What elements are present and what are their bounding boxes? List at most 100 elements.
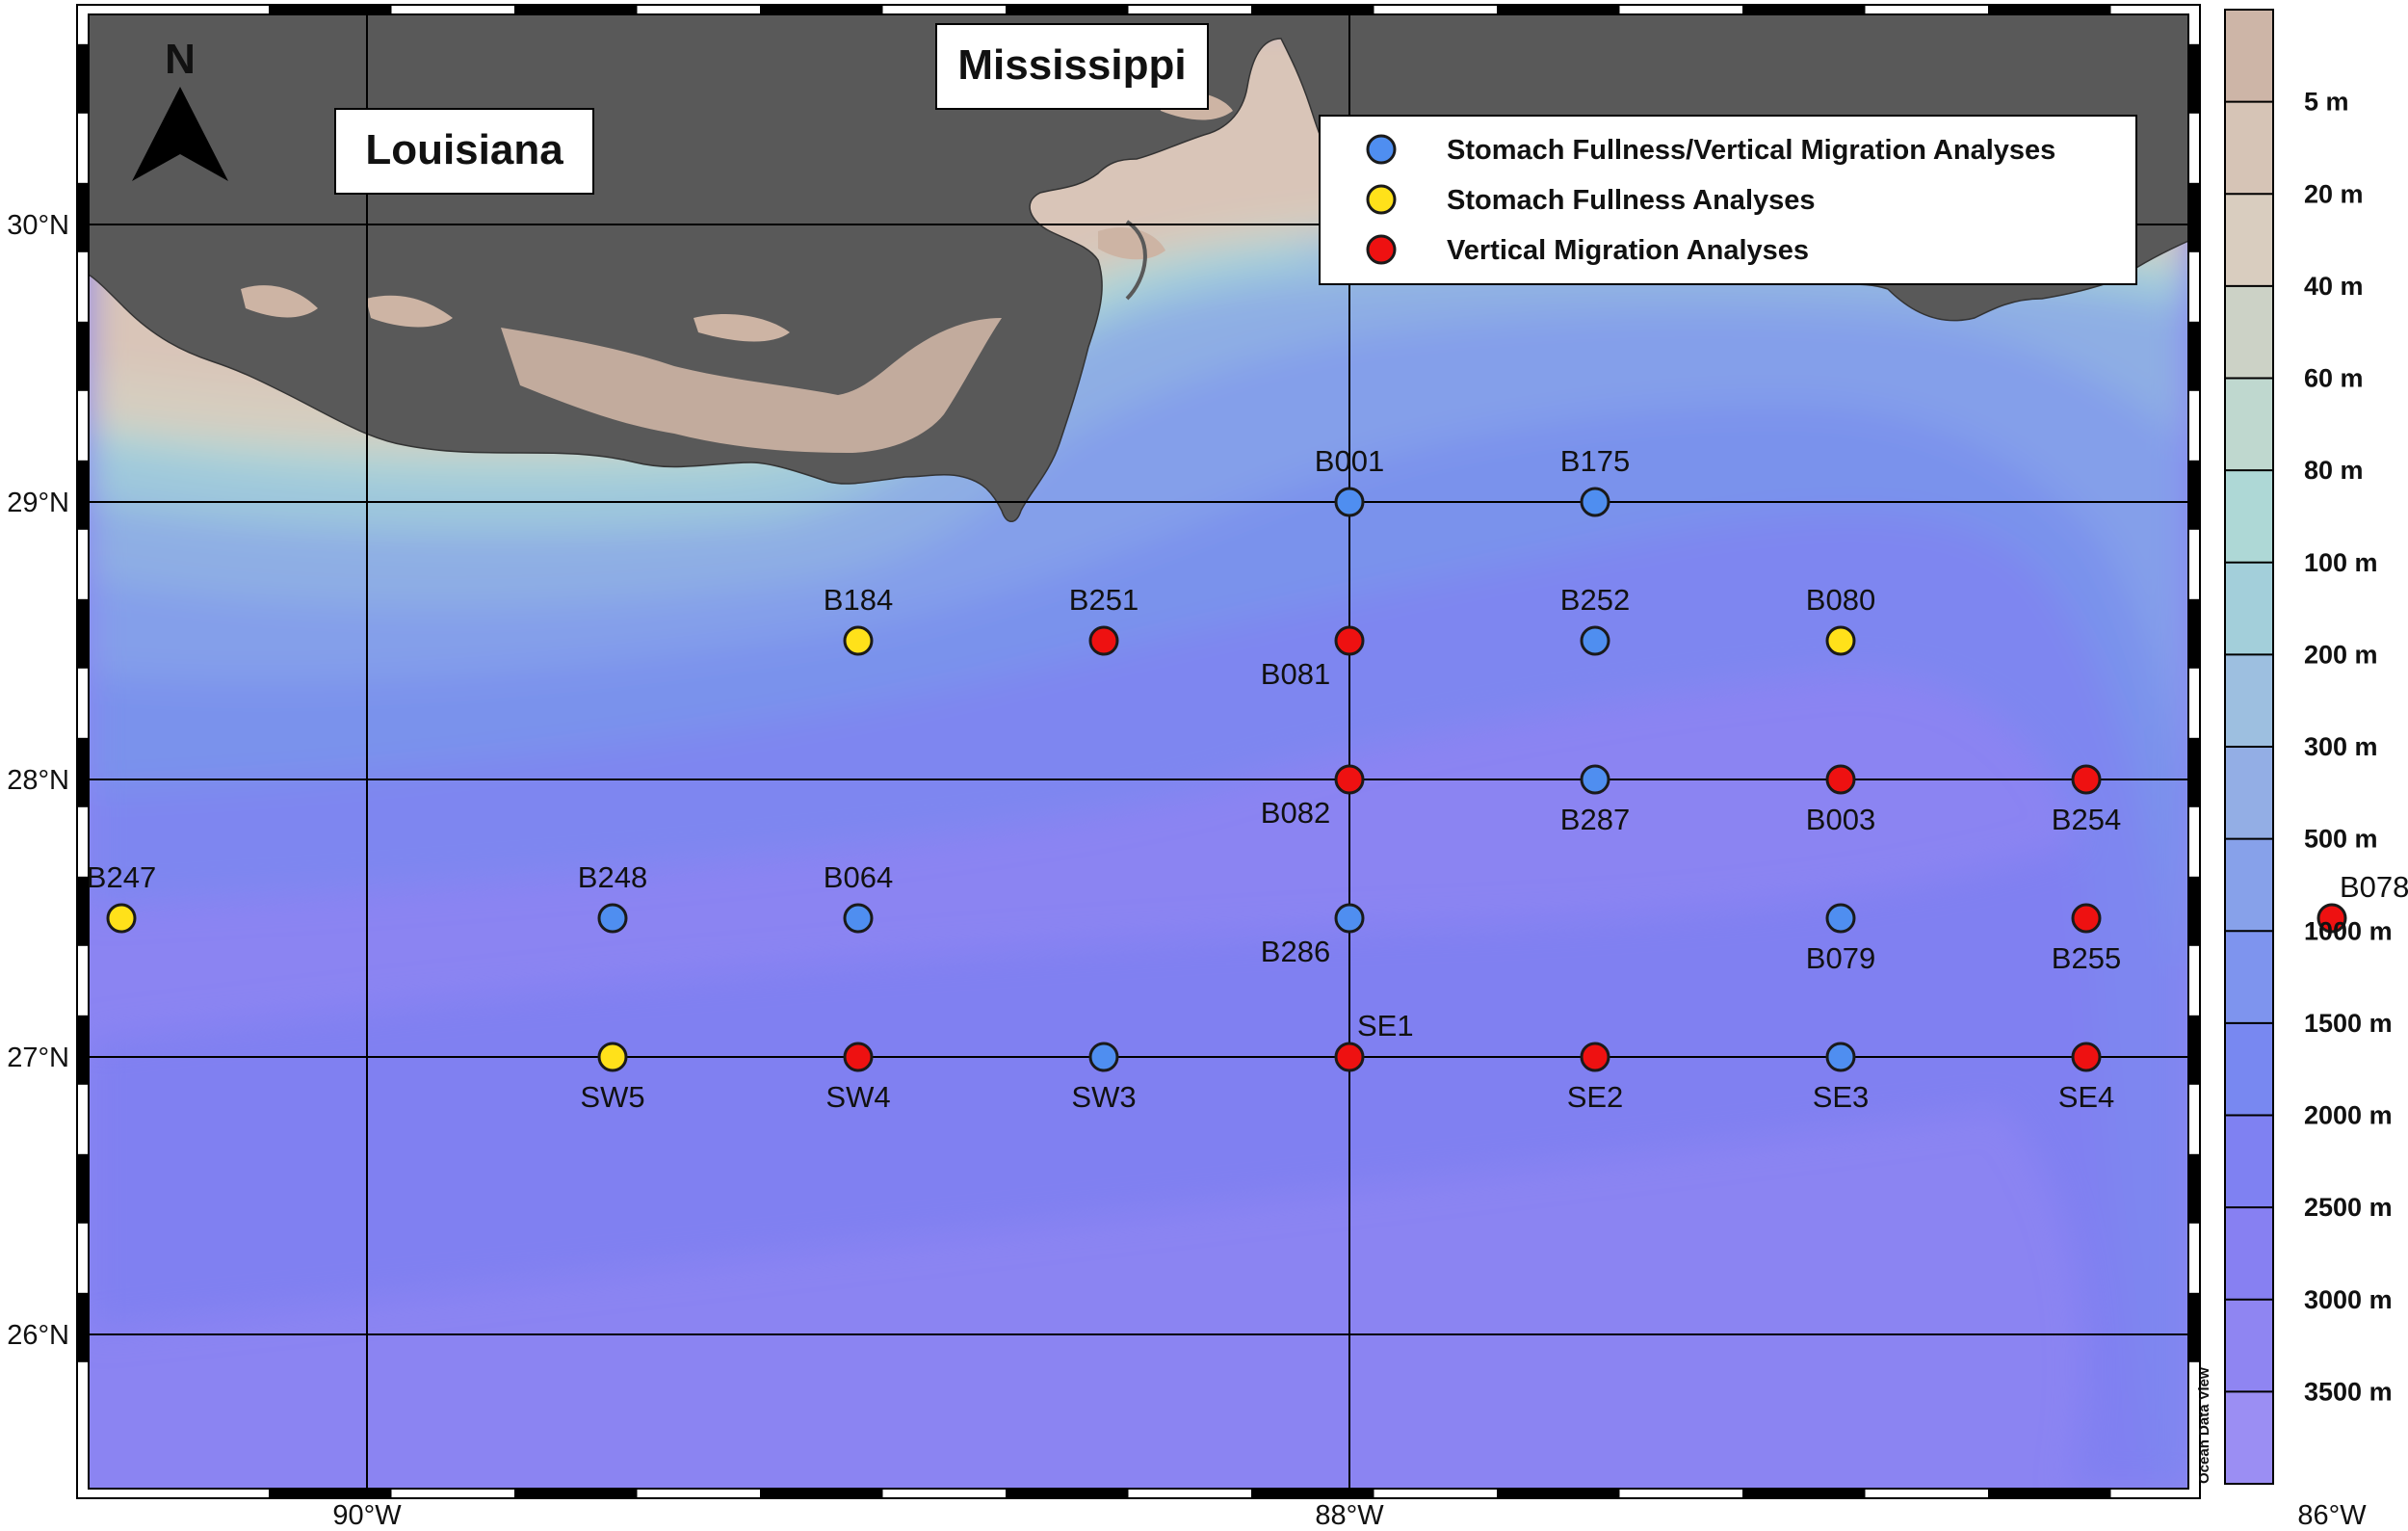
station-marker[interactable]: [1825, 903, 1856, 934]
ocean-data-view-watermark: Ocean Data View: [2196, 1367, 2212, 1484]
legend-label: Vertical Migration Analyses: [1447, 235, 1809, 266]
frame-tick: [77, 182, 89, 252]
station-label: SE1: [1357, 1009, 1414, 1043]
station-marker[interactable]: [2071, 764, 2102, 795]
colorbar-band: [2225, 1115, 2273, 1208]
station-label: B287: [1560, 803, 1630, 836]
coastal-marsh: [501, 318, 1002, 453]
station-b175[interactable]: B175: [1560, 444, 1630, 517]
frame-tick: [2188, 1015, 2200, 1085]
station-b080[interactable]: B080: [1806, 583, 1875, 656]
colorbar-band: [2225, 1207, 2273, 1301]
frame-tick: [269, 1489, 392, 1498]
station-b079[interactable]: B079: [1806, 903, 1875, 975]
lon-tick-label: 86°W: [2297, 1500, 2367, 1531]
station-marker[interactable]: [1580, 625, 1610, 656]
station-marker[interactable]: [1334, 1042, 1365, 1072]
station-marker[interactable]: [1334, 903, 1365, 934]
station-marker[interactable]: [2071, 903, 2102, 934]
station-marker[interactable]: [1088, 1042, 1119, 1072]
frame-tick: [2188, 737, 2200, 807]
station-marker[interactable]: [1334, 487, 1365, 517]
frame-tick: [1742, 1489, 1866, 1498]
station-label: SE4: [2058, 1080, 2115, 1114]
station-sw3[interactable]: SW3: [1071, 1042, 1137, 1114]
station-sw5[interactable]: SW5: [580, 1042, 645, 1114]
station-marker[interactable]: [1580, 1042, 1610, 1072]
station-marker[interactable]: [1825, 1042, 1856, 1072]
marsh-patch-2: [366, 295, 453, 328]
depth-colorbar: 5 m 20 m 40 m 60 m 80 m 100 m 200 m 300 m 500 m 1…: [2224, 9, 2393, 1485]
station-marker[interactable]: [1088, 625, 1119, 656]
frame-tick: [1251, 5, 1374, 14]
north-arrow-label: N: [165, 36, 196, 83]
frame-tick: [77, 876, 89, 946]
frame-tick: [1988, 1489, 2111, 1498]
station-label: B003: [1806, 803, 1875, 836]
colorbar-label: 40 m: [2304, 272, 2364, 301]
colorbar-band: [2225, 838, 2273, 932]
station-marker[interactable]: [2316, 903, 2347, 934]
colorbar-label: 500 m: [2304, 825, 2378, 854]
station-se1[interactable]: SE1: [1334, 1009, 1414, 1072]
station-b081[interactable]: B081: [1261, 625, 1365, 691]
station-marker[interactable]: [1334, 764, 1365, 795]
station-sw4[interactable]: SW4: [825, 1042, 891, 1114]
station-label: B255: [2052, 941, 2121, 975]
colorbar-band: [2225, 562, 2273, 655]
bay-2: [1098, 227, 1165, 260]
louisiana-label-box: Louisiana: [334, 108, 594, 195]
station-marker[interactable]: [1580, 487, 1610, 517]
station-marker[interactable]: [1825, 764, 1856, 795]
station-b287[interactable]: B287: [1560, 764, 1630, 836]
station-b247[interactable]: B247: [87, 860, 156, 934]
legend-marker: [1366, 234, 1397, 265]
colorbar-band: [2225, 10, 2273, 103]
station-label: B080: [1806, 583, 1875, 617]
colorbar-band: [2225, 747, 2273, 840]
station-b286[interactable]: B286: [1261, 903, 1365, 968]
station-marker[interactable]: [843, 1042, 874, 1072]
frame-tick: [2188, 321, 2200, 391]
station-label: B078: [2340, 870, 2408, 904]
station-se2[interactable]: SE2: [1567, 1042, 1624, 1114]
station-label: B248: [578, 860, 647, 894]
station-marker[interactable]: [1334, 625, 1365, 656]
station-b082[interactable]: B082: [1261, 764, 1365, 830]
station-b078[interactable]: B078: [2316, 870, 2408, 934]
mississippi-label: Mississippi: [957, 41, 1186, 89]
lat-tick-label: 28°N: [7, 765, 69, 796]
station-marker[interactable]: [597, 903, 628, 934]
station-label: B079: [1806, 941, 1875, 975]
station-b251[interactable]: B251: [1069, 583, 1139, 656]
station-b255[interactable]: B255: [2052, 903, 2121, 975]
barrier-island: [1125, 220, 1147, 301]
frame-tick: [514, 1489, 638, 1498]
station-marker[interactable]: [2071, 1042, 2102, 1072]
frame-tick: [2188, 598, 2200, 669]
station-marker[interactable]: [597, 1042, 628, 1072]
station-se3[interactable]: SE3: [1813, 1042, 1870, 1114]
station-se4[interactable]: SE4: [2058, 1042, 2115, 1114]
station-marker[interactable]: [843, 625, 874, 656]
station-b254[interactable]: B254: [2052, 764, 2121, 836]
station-b252[interactable]: B252: [1560, 583, 1630, 656]
station-label: B175: [1560, 444, 1630, 478]
station-marker[interactable]: [1580, 764, 1610, 795]
station-marker[interactable]: [1825, 625, 1856, 656]
colorbar-label: 2500 m: [2304, 1193, 2393, 1222]
frame-tick: [2188, 876, 2200, 946]
frame-tick: [77, 321, 89, 391]
frame-ticks: [77, 5, 2200, 1498]
station-b001[interactable]: B001: [1315, 444, 1384, 517]
station-b248[interactable]: B248: [578, 860, 647, 934]
station-marker[interactable]: [843, 903, 874, 934]
frame-tick: [2188, 43, 2200, 114]
station-marker[interactable]: [106, 903, 137, 934]
lat-tick-label: 30°N: [7, 210, 69, 241]
station-b064[interactable]: B064: [824, 860, 893, 934]
colorbar-label: 1000 m: [2304, 916, 2393, 945]
station-b184[interactable]: B184: [824, 583, 893, 656]
station-b003[interactable]: B003: [1806, 764, 1875, 836]
